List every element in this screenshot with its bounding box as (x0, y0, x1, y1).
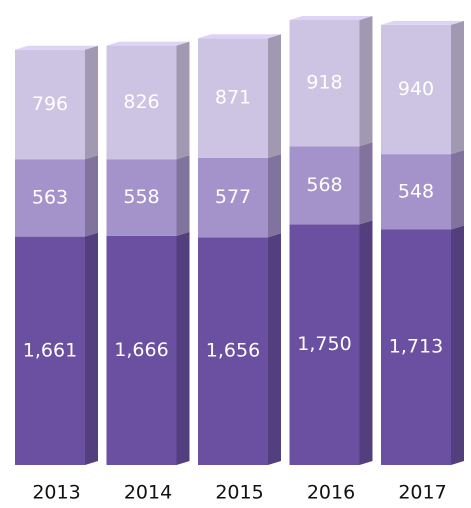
x-tick-label: 2016 (307, 482, 355, 504)
bar-top (15, 45, 98, 50)
bar-side (359, 16, 373, 147)
bar-top (106, 41, 190, 46)
x-tick-label: 2015 (215, 482, 263, 504)
bar-segment (289, 224, 360, 465)
bar-side (85, 232, 98, 465)
value-label: 558 (123, 186, 159, 208)
bar-side (451, 150, 464, 230)
x-tick-label: 2013 (32, 482, 80, 504)
value-label: 568 (306, 174, 342, 196)
value-label: 548 (398, 180, 434, 202)
bar-segment (198, 38, 268, 158)
bar-side (176, 155, 190, 236)
value-label: 871 (215, 87, 251, 109)
bar-side (451, 225, 464, 465)
value-label: 1,666 (114, 339, 168, 361)
bar-side (268, 34, 281, 158)
value-label: 563 (32, 186, 68, 208)
x-tick-label: 2014 (124, 482, 172, 504)
bar-segment (15, 159, 85, 237)
bar-side (85, 45, 98, 160)
value-label: 940 (398, 78, 434, 100)
value-label: 1,713 (389, 336, 443, 358)
bar-side (451, 20, 464, 155)
bar-side (176, 231, 190, 465)
bar-segment (15, 49, 85, 160)
bar-side (85, 155, 98, 237)
value-label: 1,750 (297, 333, 351, 355)
value-label: 796 (32, 93, 68, 115)
bar-side (359, 142, 373, 225)
bar-segment (289, 20, 360, 147)
bar-segment (381, 154, 451, 230)
x-tick-label: 2017 (398, 482, 446, 504)
bar-segment (198, 157, 268, 238)
bar-segment (289, 146, 360, 225)
bar-segment (198, 237, 268, 465)
bar-segment (106, 159, 177, 236)
value-label: 577 (215, 186, 251, 208)
bar-side (268, 233, 281, 465)
value-label: 1,661 (23, 339, 77, 361)
value-label: 918 (306, 72, 342, 94)
bar-segment (381, 229, 451, 465)
value-label: 826 (123, 91, 159, 113)
bar-top (381, 20, 464, 25)
bar-side (268, 153, 281, 238)
bar-segment (15, 236, 85, 465)
bar-segment (381, 24, 451, 155)
bar-segment (106, 235, 177, 465)
bar-side (359, 220, 373, 465)
value-label: 1,656 (206, 340, 260, 362)
bar-top (198, 34, 281, 39)
bar-segment (106, 45, 177, 160)
bar-side (176, 41, 190, 160)
bar-top (289, 16, 373, 21)
